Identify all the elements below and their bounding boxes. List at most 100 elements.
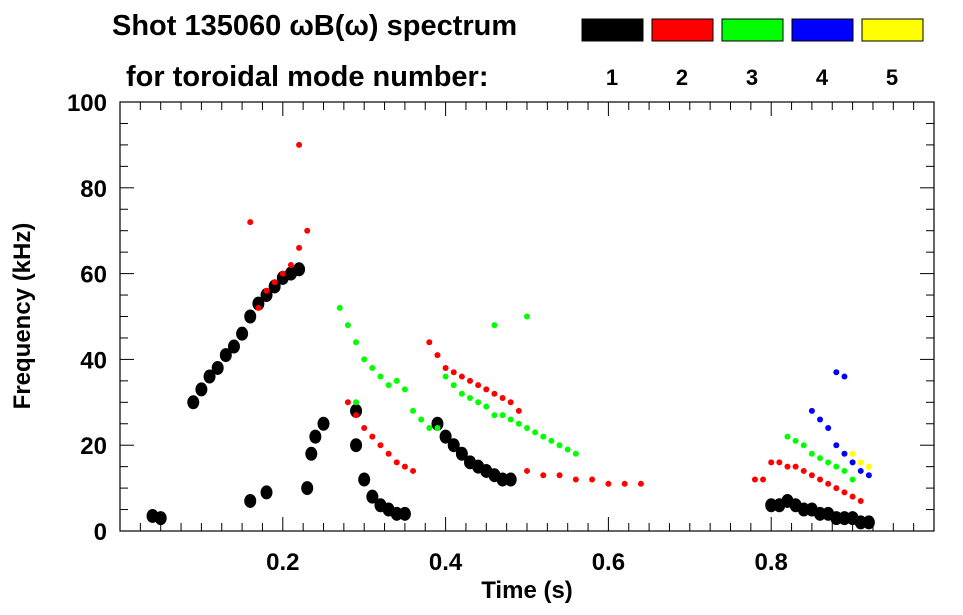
mode-2-point (304, 227, 311, 234)
mode-2-point (800, 467, 807, 474)
mode-3-point (817, 455, 824, 462)
mode-3-point (548, 437, 555, 444)
mode-4-point (808, 407, 815, 414)
legend-swatch-2 (651, 18, 714, 42)
mode-3-point (491, 322, 498, 329)
mode-2-point (263, 287, 270, 294)
data-marks (146, 141, 875, 530)
mode-2-point (808, 472, 815, 479)
mode-2-point (344, 399, 351, 406)
mode-3-point (385, 382, 392, 389)
mode-1-point (317, 416, 330, 431)
mode-3-point (442, 373, 449, 380)
mode-5-point (857, 459, 864, 466)
mode-2-point (426, 339, 433, 346)
mode-4-point (841, 373, 848, 380)
mode-1-point (358, 472, 371, 487)
mode-1-point (439, 429, 452, 444)
mode-3-point (353, 339, 360, 346)
y-tick-label: 80 (80, 176, 107, 203)
mode-1-point (366, 489, 379, 504)
legend-swatch-4 (791, 18, 854, 42)
mode-1-point (398, 506, 411, 521)
mode-3-point (467, 395, 474, 402)
mode-4-point (841, 450, 848, 457)
mode-2-point (458, 373, 465, 380)
legend-label-2: 2 (676, 65, 688, 90)
mode-3-point (336, 304, 343, 311)
y-tick-label: 0 (94, 519, 107, 546)
mode-1-point (305, 446, 318, 461)
mode-3-point (401, 386, 408, 393)
mode-3-point (841, 467, 848, 474)
mode-2-point (556, 472, 563, 479)
mode-2-point (483, 386, 490, 393)
mode-4-point (857, 467, 864, 474)
x-tick-label: 0.6 (592, 549, 625, 576)
mode-2-point (817, 476, 824, 483)
mode-1-point (203, 369, 216, 384)
mode-3-point (499, 412, 506, 419)
mode-2-point (377, 442, 384, 449)
mode-1-point (244, 309, 257, 324)
plot-frame (119, 101, 935, 532)
mode-1-point (350, 403, 363, 418)
mode-3-point (344, 322, 351, 329)
mode-3-point (361, 356, 368, 363)
x-tick-label: 0.4 (429, 549, 463, 576)
mode-2-point (841, 489, 848, 496)
mode-3-point (808, 450, 815, 457)
mode-2-point (637, 480, 644, 487)
y-tick-label: 60 (80, 262, 107, 289)
mode-1-point (154, 511, 167, 526)
legend-label-3: 3 (746, 65, 758, 90)
mode-1-point (227, 339, 240, 354)
mode-1-point (293, 262, 306, 277)
mode-2-point (760, 476, 767, 483)
mode-3-point (524, 425, 530, 432)
y-axis-label: Frequency (kHz) (9, 223, 36, 410)
mode-2-point (467, 377, 474, 384)
y-tick-label: 20 (80, 433, 107, 460)
mode-3-point (491, 412, 498, 419)
mode-2-point (434, 352, 441, 359)
mode-3-point (532, 429, 539, 436)
mode-2-point (499, 395, 506, 402)
mode-5-point (865, 463, 872, 470)
mode-3-point (450, 382, 457, 389)
chart-legend: 1 2 3 4 5 (581, 18, 924, 90)
x-tick-labels: 0.2 0.4 0.6 0.8 (266, 549, 788, 576)
mode-2-point (507, 399, 514, 406)
mode-2-point (784, 463, 791, 470)
legend-label-5: 5 (886, 65, 898, 90)
mode-2-point (833, 485, 840, 492)
mode-1-point (350, 438, 363, 453)
chart-title-line1: Shot 135060 ωB(ω) spectrum (112, 10, 517, 42)
mode-1-point (244, 493, 257, 508)
mode-2-point (605, 480, 612, 487)
mode-1-point (195, 382, 208, 397)
mode-3-point (833, 463, 840, 470)
mode-1-point (862, 515, 875, 530)
mode-2-point (475, 382, 482, 389)
mode-1-point (187, 395, 200, 410)
x-tick-label: 0.8 (755, 549, 788, 576)
x-axis-label: Time (s) (481, 577, 573, 604)
mode-2-point (768, 459, 775, 466)
mode-4-point (817, 416, 824, 423)
mode-2-point (450, 369, 457, 376)
mode-2-point (255, 304, 262, 311)
mode-3-point (410, 407, 417, 414)
mode-2-point (540, 472, 547, 479)
y-tick-label: 40 (80, 347, 107, 374)
mode-2-point (353, 412, 360, 419)
mode-1-point (219, 348, 232, 363)
y-tick-label: 100 (67, 90, 107, 117)
mode-3-point (353, 399, 360, 406)
mode-3-point (524, 313, 530, 320)
mode-2-point (296, 244, 303, 251)
mode-1-point (260, 485, 273, 500)
mode-2-point (792, 463, 799, 470)
mode-2-point (279, 270, 286, 277)
